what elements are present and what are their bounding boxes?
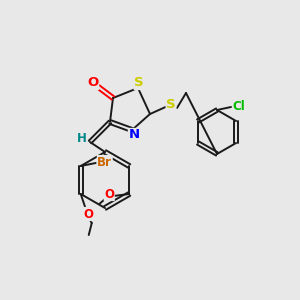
Text: S: S bbox=[134, 76, 144, 89]
Text: S: S bbox=[166, 98, 176, 110]
Text: Br: Br bbox=[97, 155, 112, 169]
Text: H: H bbox=[77, 133, 87, 146]
Text: O: O bbox=[84, 208, 94, 220]
Text: O: O bbox=[87, 76, 99, 89]
Text: O: O bbox=[104, 188, 114, 200]
Text: Cl: Cl bbox=[232, 100, 245, 112]
Text: N: N bbox=[128, 128, 140, 142]
